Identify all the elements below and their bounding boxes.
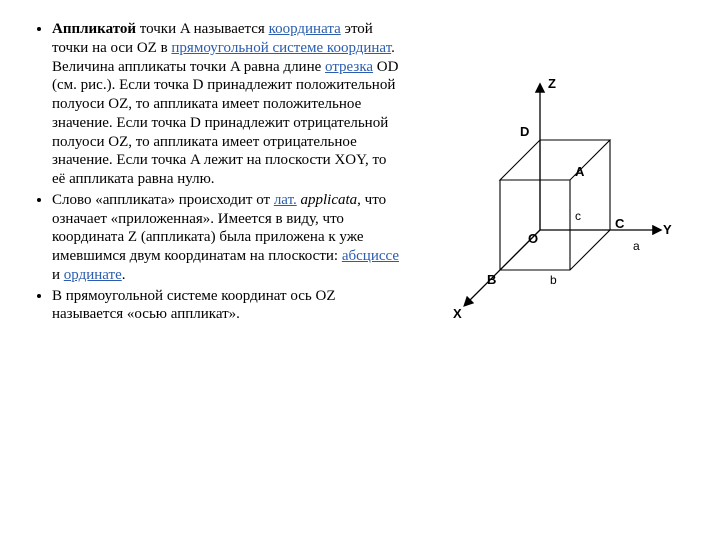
label-d: D <box>520 124 529 139</box>
label-small-c: c <box>575 209 581 223</box>
figure-column: Z Y X O D A C B a b c <box>420 20 690 330</box>
label-small-a: a <box>633 239 640 253</box>
label-b: B <box>487 272 496 287</box>
page-row: Аппликатой точки A называется координата… <box>30 20 690 330</box>
bullet-item-2: В прямоугольной системе координат ось OZ… <box>52 287 400 325</box>
italic-text: applicata <box>301 192 358 208</box>
plain-text: и <box>52 267 64 283</box>
plain-text: В прямоугольной системе координат ось OZ… <box>52 288 335 323</box>
link-text[interactable]: лат. <box>274 192 297 208</box>
link-text[interactable]: отрезка <box>325 59 373 75</box>
label-y: Y <box>663 222 672 237</box>
text-column: Аппликатой точки A называется координата… <box>30 20 400 326</box>
bullet-list: Аппликатой точки A называется координата… <box>30 20 400 324</box>
bullet-item-0: Аппликатой точки A называется координата… <box>52 20 400 189</box>
bold-text: Аппликатой <box>52 21 136 37</box>
plain-text: точки A называется <box>136 21 269 37</box>
plain-text: . <box>122 267 126 283</box>
label-a: A <box>575 164 585 179</box>
plain-text: OD (см. рис.). Если точка D принадлежит … <box>52 59 398 188</box>
bullet-item-1: Слово «аппликата» происходит от лат. app… <box>52 191 400 285</box>
label-z: Z <box>548 76 556 91</box>
link-text[interactable]: абсциссе <box>342 248 399 264</box>
plain-text: Слово «аппликата» происходит от <box>52 192 274 208</box>
link-text[interactable]: ординате <box>64 267 122 283</box>
coordinate-cube-figure: Z Y X O D A C B a b c <box>435 70 675 330</box>
label-small-b: b <box>550 273 557 287</box>
label-x: X <box>453 306 462 321</box>
link-text[interactable]: координата <box>269 21 341 37</box>
label-o: O <box>528 231 538 246</box>
link-text[interactable]: прямоугольной системе координат <box>171 40 391 56</box>
label-cc: C <box>615 216 625 231</box>
